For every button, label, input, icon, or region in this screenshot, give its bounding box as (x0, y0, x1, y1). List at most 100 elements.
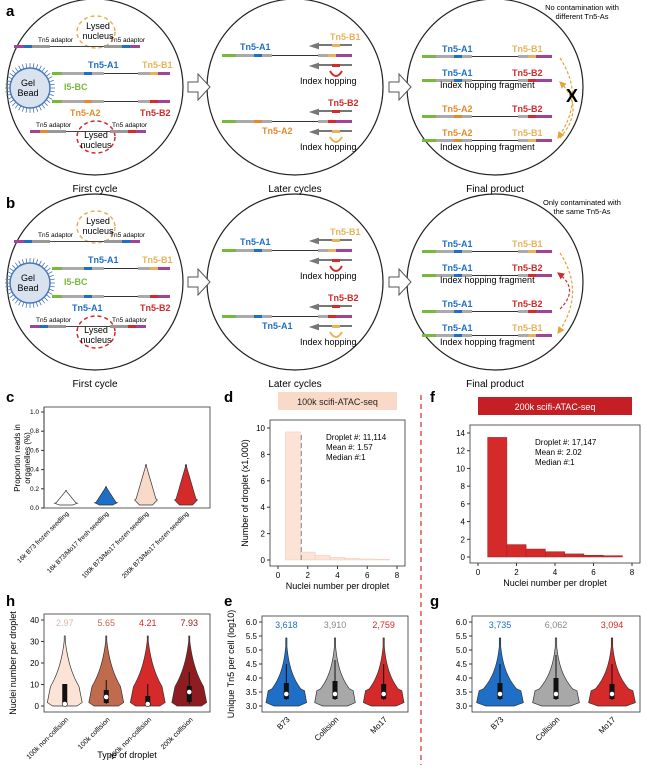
lysed-nucleus-top-a (76, 15, 116, 49)
first-cycle-circle-a (6, 0, 184, 176)
seg-grey (518, 55, 528, 58)
seg-a (454, 334, 462, 337)
vp-xtick-label: B73 (489, 715, 506, 732)
bead-hair (12, 265, 17, 270)
seg-green (422, 310, 436, 313)
arrow-a1-icon (187, 72, 211, 102)
bead-hair (7, 76, 13, 80)
vp-median (103, 694, 110, 700)
seg-a (454, 250, 462, 253)
bead-hair (38, 260, 42, 266)
hist-stat: Mean #: 1.57 (326, 443, 373, 452)
vp-ytick-label: 5.5 (456, 632, 468, 641)
hist-stat: Median #:1 (326, 453, 366, 462)
hist-title: 100k scifi-ATAC-seq (297, 397, 378, 407)
caption-final-b: Final product (466, 379, 524, 390)
bead-hair (21, 259, 25, 265)
hist-ytick-label: 0 (461, 553, 466, 562)
caption-first-a: First cycle (73, 184, 118, 195)
final-b-b1-2: Tn5-B1 (512, 323, 543, 333)
seg-purple (536, 274, 552, 277)
final-b2-label-1: Tn5-B2 (512, 68, 543, 78)
seg-grey (436, 250, 454, 253)
contam-arrow-b2-icon (557, 272, 571, 310)
bead-hair (18, 260, 22, 266)
c-ylabel: Proportion reads inorganelles (%) (13, 424, 32, 492)
vp-ytick-label: 40 (30, 616, 39, 625)
bead-hair (6, 274, 12, 278)
c-frame (43, 406, 211, 509)
seg-grey (436, 334, 454, 337)
vp-median (283, 691, 290, 697)
vp-median (332, 691, 338, 697)
tn5-a2-label-a: Tn5-A2 (70, 108, 101, 118)
bead-hair (45, 267, 51, 272)
seg-a (454, 79, 462, 82)
hist-bar (300, 551, 316, 561)
bead-hair (38, 65, 42, 71)
hist-xtick-label: 4 (553, 568, 558, 577)
hist-stat: Median #:1 (535, 458, 575, 467)
vp-value: 6,062 (545, 620, 568, 630)
hist-ytick-label: 6 (461, 500, 466, 509)
contam-arrow-b1-icon (557, 252, 574, 334)
bead-hair (5, 90, 11, 93)
tn5-a1-label-b: Tn5-A1 (88, 255, 119, 265)
panel-g-label: g (430, 593, 439, 610)
seg-grey (518, 79, 528, 82)
tn5-adaptor-a4: Tn5 adaptor (112, 122, 148, 129)
seg-purple (536, 334, 552, 337)
c-violin (93, 486, 119, 506)
panel-c-label: c (6, 389, 14, 406)
final-b-a1-1: Tn5-A1 (442, 239, 473, 249)
later-a-bottom (222, 108, 352, 143)
bead-hair (25, 258, 28, 264)
vp-ylabel: Unique Tn5 per cell (log10) (226, 610, 236, 718)
seg-grey (518, 310, 528, 313)
hist-bar (583, 554, 604, 558)
final-b1-label-2: Tn5-B1 (512, 128, 543, 138)
final-a2-label-1: Tn5-A2 (442, 104, 473, 114)
later-a2-label: Tn5-A2 (262, 126, 293, 136)
later-a-top (222, 42, 352, 77)
seg-green (422, 274, 436, 277)
caption-later-b: Later cycles (268, 379, 321, 390)
hist-ytick-label: 2 (461, 535, 466, 544)
seg-grey (436, 310, 454, 313)
bead-hair (7, 271, 13, 275)
vp-ytick-label: 4.0 (456, 674, 468, 683)
bead-hair (38, 300, 42, 306)
seg-b (528, 79, 536, 82)
final-b-b2-2: Tn5-B2 (512, 299, 543, 309)
c-violin (174, 464, 198, 506)
hist-stat: Droplet #: 17,147 (535, 438, 597, 447)
hist-ytick-label: 10 (456, 464, 465, 473)
seg-b (528, 250, 536, 253)
later-cycle-circle-a (206, 0, 384, 176)
vp-ytick-label: 5.5 (246, 632, 258, 641)
hist-ytick-label: 0 (261, 556, 266, 565)
final-frag-a2: Index hopping fragment (440, 142, 535, 152)
tn5-adaptor-a3: Tn5 adaptor (36, 122, 72, 129)
panel-h-violin: 0 10 20 30 40 2.97 100k non-collision 5.65 100k … (8, 611, 211, 761)
hist-bar (487, 437, 508, 558)
hist-bar (545, 551, 565, 558)
hist-bar (564, 553, 585, 558)
final-a1-label-2: Tn5-A1 (442, 68, 473, 78)
hist-xtick-label: 6 (591, 568, 596, 577)
bead-hair (43, 70, 48, 75)
vp-value: 5.65 (97, 618, 115, 628)
seg-a (454, 274, 462, 277)
later-b2-label: Tn5-B2 (328, 98, 359, 108)
bead-hair (41, 262, 46, 268)
tn5-adaptor-b4: Tn5 adaptor (112, 317, 148, 324)
bead-hair (38, 105, 42, 111)
vp-value: 2.97 (56, 618, 74, 628)
vp-violin (46, 635, 83, 707)
tn5-adaptor-b3: Tn5 adaptor (36, 317, 72, 324)
vp-violin (171, 635, 208, 707)
tn5-b1-label-a: Tn5-B1 (142, 60, 173, 70)
bead-hair (21, 64, 25, 70)
hist-xtick-label: 0 (476, 568, 481, 577)
